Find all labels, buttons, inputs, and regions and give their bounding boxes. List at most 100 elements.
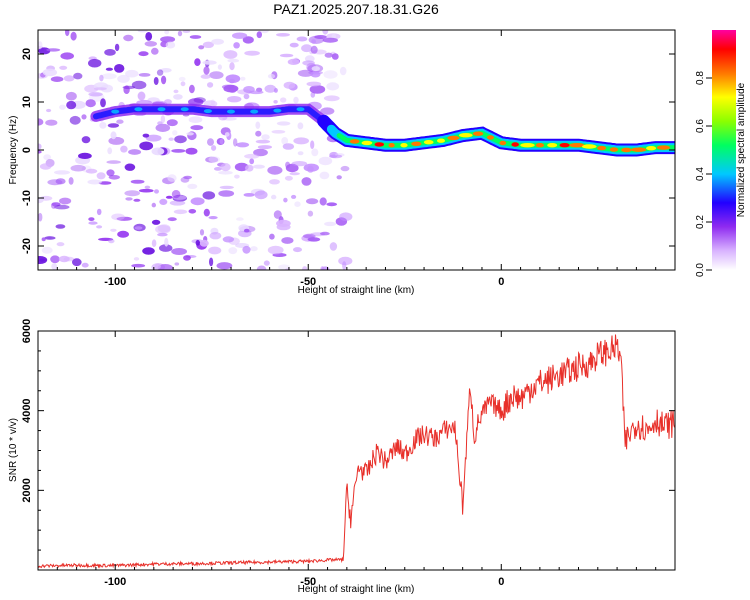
ridge-hotspot <box>597 145 607 151</box>
ridge-highlight <box>250 109 259 114</box>
noise-blob <box>208 246 222 255</box>
noise-blob <box>207 138 214 146</box>
noise-blob <box>144 185 151 189</box>
noise-blob <box>105 67 113 71</box>
noise-blob <box>256 265 267 270</box>
noise-blob <box>195 239 200 246</box>
noise-blob <box>108 175 121 180</box>
noise-blob <box>88 92 103 97</box>
noise-blob <box>160 68 172 73</box>
noise-blob <box>219 185 234 190</box>
noise-blob <box>166 119 178 127</box>
noise-blob <box>131 263 146 268</box>
noise-blob <box>291 194 297 199</box>
noise-blob <box>42 68 58 77</box>
noise-blob <box>340 165 350 172</box>
noise-blob <box>342 261 347 270</box>
spectrogram-ticks: -100 -50 0 20 10 0 -10 -20 <box>21 30 676 288</box>
noise-blob <box>303 233 316 239</box>
spectrogram-xtick-label: 0 <box>498 276 504 288</box>
noise-blob <box>151 202 156 208</box>
noise-blob <box>209 257 214 267</box>
noise-blob <box>273 88 278 93</box>
noise-blob <box>157 264 173 270</box>
noise-blob <box>234 174 240 179</box>
noise-blob <box>311 39 316 44</box>
spectrogram-noise <box>38 30 353 270</box>
noise-blob <box>137 91 146 101</box>
spectrogram-ytick-label: 10 <box>21 96 33 108</box>
noise-blob <box>110 228 117 232</box>
noise-blob <box>338 256 353 266</box>
noise-blob <box>269 233 275 240</box>
noise-blob <box>156 69 164 76</box>
noise-blob <box>331 53 339 60</box>
noise-blob <box>155 123 171 132</box>
noise-blob <box>199 229 205 236</box>
noise-blob <box>107 147 113 155</box>
colorbar-ticks: 0.0 0.2 0.4 0.6 0.8 <box>695 71 712 277</box>
ridge-hotspot <box>559 143 570 148</box>
noise-blob <box>130 179 145 184</box>
noise-blob <box>319 171 330 180</box>
noise-blob <box>314 35 327 39</box>
noise-blob <box>211 38 225 45</box>
colorbar-label: Normalized spectral amplitude <box>736 82 747 217</box>
noise-blob <box>211 145 217 151</box>
colorbar-tick-label: 0.4 <box>695 167 706 181</box>
noise-blob <box>101 73 117 80</box>
ridge-highlight <box>227 109 235 114</box>
noise-blob <box>68 177 74 185</box>
noise-blob <box>200 74 211 79</box>
noise-blob <box>38 143 42 150</box>
noise-blob <box>329 154 343 159</box>
noise-blob <box>216 262 233 270</box>
noise-blob <box>183 175 193 180</box>
noise-blob <box>182 30 191 33</box>
noise-blob <box>227 58 240 63</box>
noise-blob <box>326 202 338 207</box>
noise-blob <box>297 151 304 156</box>
noise-blob <box>307 237 321 242</box>
noise-blob <box>233 42 240 49</box>
noise-blob <box>283 81 296 89</box>
noise-blob <box>249 158 255 165</box>
noise-blob <box>296 36 308 42</box>
noise-blob <box>104 49 116 56</box>
noise-blob <box>169 200 186 206</box>
noise-blob <box>131 80 147 90</box>
noise-blob <box>153 77 159 85</box>
noise-blob <box>46 108 52 113</box>
noise-blob <box>100 98 106 108</box>
noise-blob <box>319 197 327 206</box>
noise-blob <box>116 216 133 221</box>
noise-blob <box>55 178 66 185</box>
noise-blob <box>189 35 202 39</box>
noise-blob <box>183 255 191 261</box>
noise-blob <box>46 48 61 52</box>
spectrogram-ytick-label: -10 <box>21 190 33 206</box>
noise-blob <box>257 145 272 150</box>
noise-blob <box>38 118 44 126</box>
noise-blob <box>261 134 270 141</box>
noise-blob <box>174 135 187 144</box>
noise-blob <box>154 189 159 194</box>
noise-blob <box>285 161 291 169</box>
noise-blob <box>289 172 300 176</box>
noise-blob <box>236 217 244 221</box>
noise-blob <box>38 212 43 222</box>
noise-blob <box>173 94 183 100</box>
noise-blob <box>339 212 353 221</box>
noise-blob <box>323 95 340 102</box>
noise-blob <box>324 221 337 227</box>
noise-blob <box>114 43 120 52</box>
noise-blob <box>43 154 52 161</box>
noise-blob <box>222 117 237 121</box>
noise-blob <box>54 204 70 210</box>
noise-blob <box>199 239 209 247</box>
noise-blob <box>87 179 102 185</box>
noise-blob <box>128 149 142 155</box>
noise-blob <box>303 163 319 172</box>
noise-blob <box>94 87 107 91</box>
noise-blob <box>209 232 222 240</box>
